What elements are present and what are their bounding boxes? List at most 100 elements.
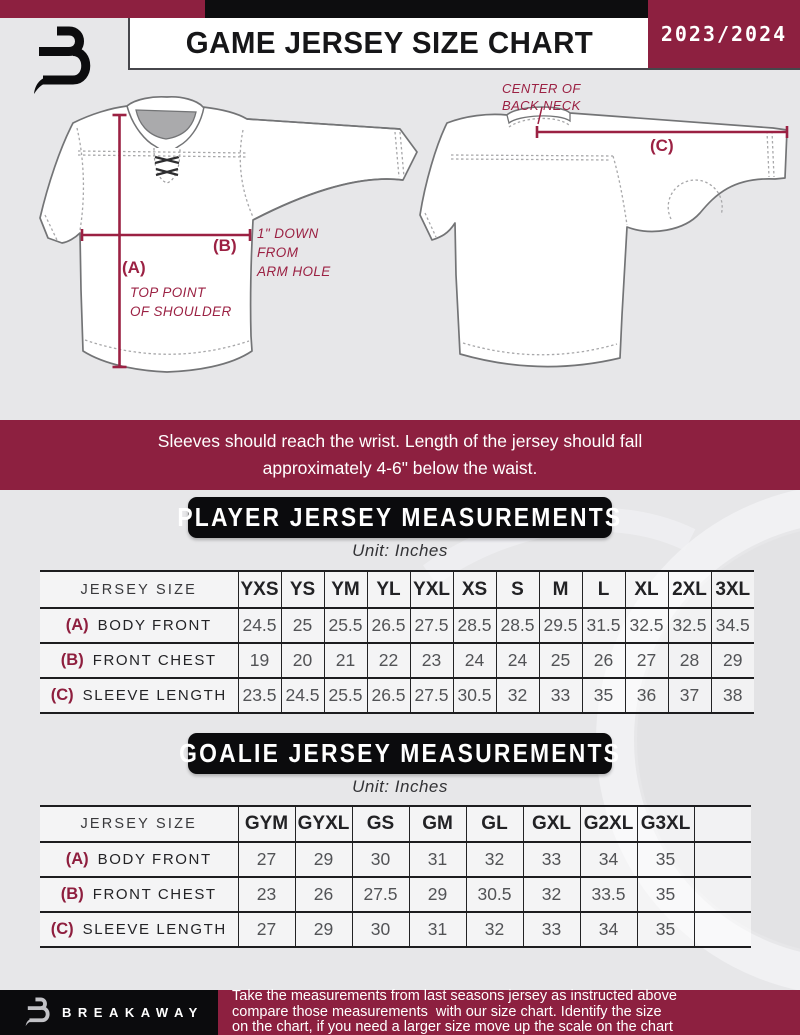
cell: 35 [636, 841, 694, 877]
cell: 29 [408, 876, 466, 912]
cell: 22 [366, 642, 410, 678]
cell: 34 [579, 841, 637, 877]
footer-note-area: Take the measurements from last seasons … [218, 988, 800, 1035]
col-header: YM [323, 570, 367, 608]
cell: 29 [294, 911, 352, 948]
col-header: GM [408, 805, 466, 842]
cell: 31 [408, 911, 466, 948]
col-header: GXL [522, 805, 580, 842]
cell: 35 [636, 876, 694, 912]
fit-notice-banner: Sleeves should reach the wrist. Length o… [0, 420, 800, 490]
footer-note: Take the measurements from last seasons … [232, 988, 677, 1035]
cell-empty [693, 841, 751, 877]
breakaway-logo-icon [31, 23, 95, 103]
title-bar: GAME JERSEY SIZE CHART [128, 18, 650, 68]
cell: 26 [294, 876, 352, 912]
cell: 30.5 [465, 876, 523, 912]
cell: 24.5 [280, 677, 324, 714]
cell: 38 [710, 677, 754, 714]
cell: 23.5 [237, 677, 281, 714]
cell: 27 [237, 841, 295, 877]
cell-empty [693, 911, 751, 948]
cell: 20 [280, 642, 324, 678]
player-section-banner: PLAYER JERSEY MEASUREMENTS [178, 497, 620, 538]
cell: 27 [624, 642, 668, 678]
row-label: (B) FRONT CHEST [40, 642, 238, 678]
table-row: (B) FRONT CHEST 19 20 21 22 23 24 24 25 2… [40, 642, 754, 678]
cell: 29 [294, 841, 352, 877]
goalie-size-table: JERSEY SIZE GYM GYXL GS GM GL GXL G2XL G… [40, 805, 751, 948]
table-row: (A) BODY FRONT 27 29 30 31 32 33 34 35 [40, 841, 751, 877]
cell: 25 [538, 642, 582, 678]
col-header: G2XL [579, 805, 637, 842]
cell: 19 [237, 642, 281, 678]
measure-a-key: (A) [122, 258, 146, 277]
row-label: (A) BODY FRONT [40, 607, 238, 643]
table-row: (A) BODY FRONT 24.5 25 25.5 26.5 27.5 28.… [40, 607, 754, 643]
cell: 32 [465, 841, 523, 877]
row-label: (C) SLEEVE LENGTH [40, 911, 238, 948]
cell: 30 [351, 841, 409, 877]
cell: 25.5 [323, 607, 367, 643]
col-header: GYM [237, 805, 295, 842]
col-header: GYXL [294, 805, 352, 842]
col-header: G3XL [636, 805, 694, 842]
cell: 33.5 [579, 876, 637, 912]
col-header: M [538, 570, 582, 608]
col-header: YXL [409, 570, 453, 608]
cell-empty [693, 876, 751, 912]
season-label: 2023/2024 [660, 22, 788, 46]
cell: 30.5 [452, 677, 496, 714]
col-header: YS [280, 570, 324, 608]
table-row: (C) SLEEVE LENGTH 27 29 30 31 32 33 34 35 [40, 911, 751, 948]
col-header: GS [351, 805, 409, 842]
cell: 35 [581, 677, 625, 714]
measure-c-key: (C) [650, 136, 674, 155]
col-header: YXS [237, 570, 281, 608]
table-header-row: JERSEY SIZE YXS YS YM YL YXL XS S M L XL… [40, 570, 754, 608]
row-label: (A) BODY FRONT [40, 841, 238, 877]
goalie-unit-label: Unit: Inches [352, 777, 448, 796]
cell: 28.5 [452, 607, 496, 643]
measure-b-key: (B) [213, 236, 237, 255]
cell: 32.5 [624, 607, 668, 643]
cell: 30 [351, 911, 409, 948]
cell: 28.5 [495, 607, 539, 643]
cell: 27.5 [409, 607, 453, 643]
header-strip-maroon [0, 0, 205, 18]
cell: 31 [408, 841, 466, 877]
col-header: XL [624, 570, 668, 608]
cell: 27.5 [409, 677, 453, 714]
player-section-title: PLAYER JERSEY MEASUREMENTS [177, 502, 623, 532]
col-header: 3XL [710, 570, 754, 608]
cell: 23 [237, 876, 295, 912]
goalie-section-banner: GOALIE JERSEY MEASUREMENTS [179, 733, 619, 774]
cell: 35 [636, 911, 694, 948]
measure-b-note: 1" DOWN FROM ARM HOLE [257, 226, 331, 279]
cell: 33 [538, 677, 582, 714]
cell: 32 [522, 876, 580, 912]
cell: 24 [452, 642, 496, 678]
col-header: 2XL [667, 570, 711, 608]
row-label: (B) FRONT CHEST [40, 876, 238, 912]
cell: 25.5 [323, 677, 367, 714]
col-header: YL [366, 570, 410, 608]
row-header: JERSEY SIZE [40, 805, 238, 842]
col-header-empty [693, 805, 751, 842]
goalie-section-title: GOALIE JERSEY MEASUREMENTS [179, 738, 622, 768]
cell: 21 [323, 642, 367, 678]
cell: 29 [710, 642, 754, 678]
page-title: GAME JERSEY SIZE CHART [186, 25, 594, 60]
row-header: JERSEY SIZE [40, 570, 238, 608]
cell: 31.5 [581, 607, 625, 643]
season-box: 2023/2024 [648, 0, 800, 68]
cell: 34 [579, 911, 637, 948]
cell: 26.5 [366, 677, 410, 714]
col-header: GL [465, 805, 523, 842]
measure-a-note: TOP POINT OF SHOULDER [130, 285, 232, 319]
cell: 33 [522, 911, 580, 948]
cell: 32 [465, 911, 523, 948]
cell: 24 [495, 642, 539, 678]
col-header: L [581, 570, 625, 608]
